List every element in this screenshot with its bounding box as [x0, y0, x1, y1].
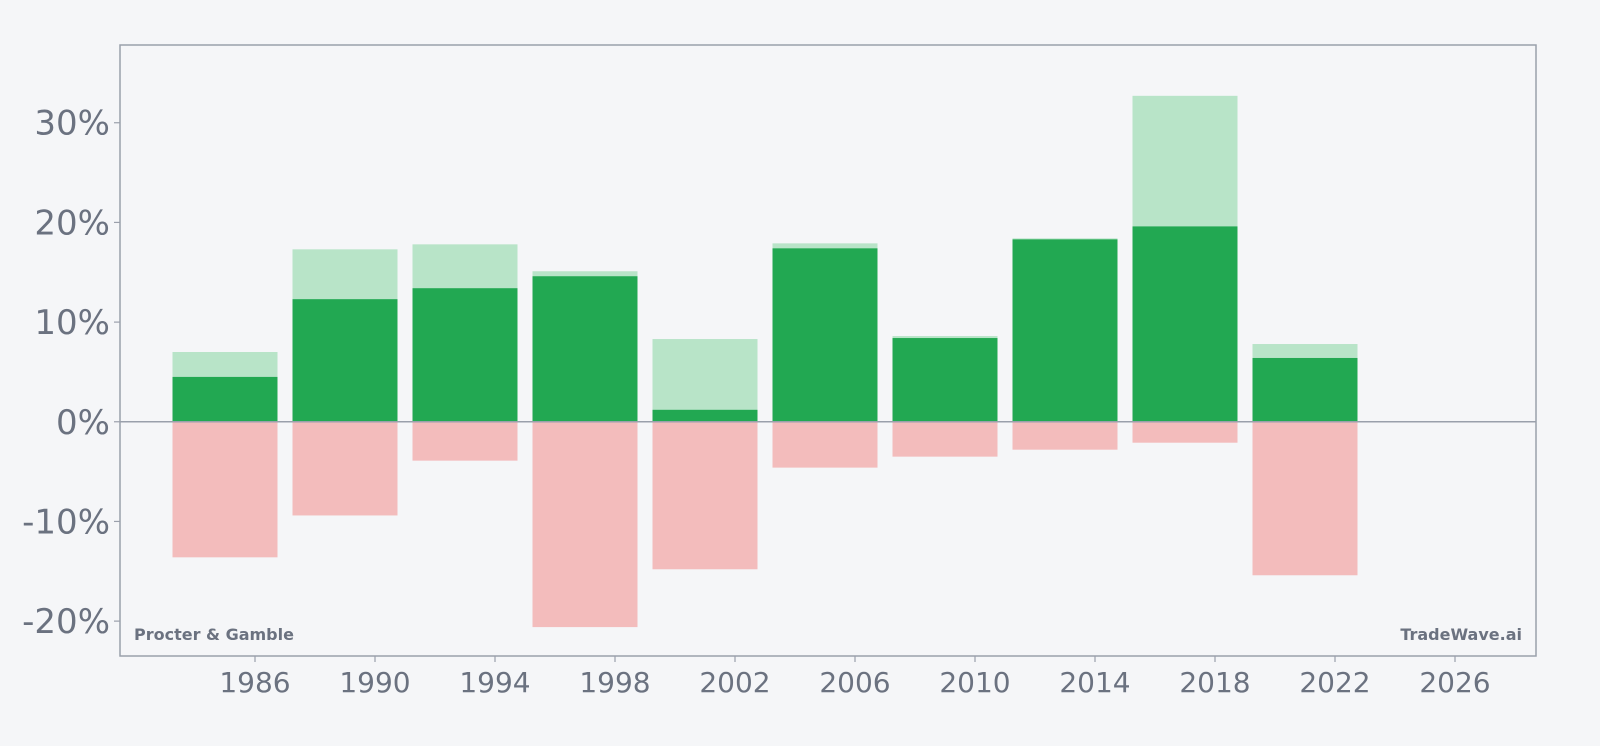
y-axis: -20% -10% 0% 10% 20% 30% [22, 104, 120, 642]
x-tick-label: 1994 [459, 666, 530, 699]
plot-frame [119, 44, 1537, 657]
bar-main-4 [652, 409, 758, 422]
x-tick-label: 2006 [819, 666, 890, 699]
bar-main-3 [532, 276, 638, 422]
bars-group [172, 95, 1358, 628]
x-tick-label: 2022 [1299, 666, 1370, 699]
bar-upper-4 [652, 339, 758, 422]
bar-negative-3 [532, 421, 638, 628]
bar-main-7 [1012, 239, 1118, 422]
bar-main-2 [412, 288, 518, 422]
bar-main-9 [1252, 357, 1358, 422]
bar-negative-5 [772, 421, 878, 468]
y-tick-label: 10% [34, 303, 110, 343]
x-tick-label: 2010 [939, 666, 1010, 699]
x-tick-label: 1986 [219, 666, 290, 699]
brand-label: TradeWave.ai [1400, 625, 1522, 644]
y-tick-label: -20% [22, 602, 110, 642]
bar-negative-2 [412, 421, 518, 461]
bar-main-1 [292, 299, 398, 422]
bar-negative-4 [652, 421, 758, 570]
bar-negative-1 [292, 421, 398, 516]
bar-main-0 [172, 376, 278, 422]
x-tick-label: 2002 [699, 666, 770, 699]
company-label: Procter & Gamble [134, 625, 294, 644]
bar-negative-0 [172, 421, 278, 558]
x-tick-label: 2018 [1179, 666, 1250, 699]
y-tick-label: 20% [34, 203, 110, 243]
bar-negative-9 [1252, 421, 1358, 576]
y-tick-label: -10% [22, 502, 110, 542]
y-tick-label: 0% [56, 403, 110, 443]
bar-main-8 [1132, 226, 1238, 422]
x-tick-label: 1990 [339, 666, 410, 699]
bar-negative-7 [1012, 421, 1118, 450]
bar-negative-6 [892, 421, 998, 457]
bar-main-6 [892, 338, 998, 422]
x-tick-label: 2014 [1059, 666, 1130, 699]
bar-main-5 [772, 248, 878, 422]
x-axis: 1986 1990 1994 1998 2002 2006 2010 2014 2018 2022… [219, 656, 1491, 699]
y-tick-label: 30% [34, 104, 110, 144]
x-tick-label: 1998 [579, 666, 650, 699]
x-tick-label: 2026 [1419, 666, 1490, 699]
bar-negative-8 [1132, 421, 1238, 443]
